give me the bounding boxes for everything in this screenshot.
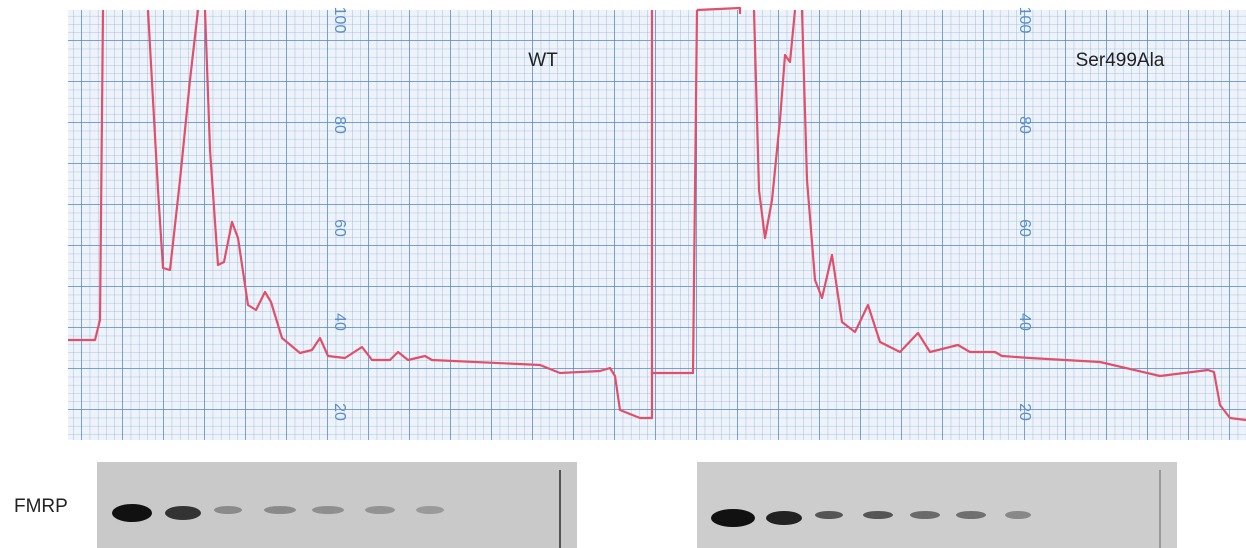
profile-trace [203, 9, 654, 420]
scale-label: 60 [331, 219, 348, 237]
chart-paper [68, 10, 1246, 440]
profile-trace [68, 9, 105, 342]
scale-label: 80 [331, 116, 348, 134]
scale-label: 20 [1016, 403, 1033, 421]
profile-trace [800, 9, 1246, 422]
blot [97, 462, 1177, 548]
profile-trace [752, 9, 797, 240]
condition-label: Ser499Ala [1076, 50, 1165, 71]
condition-label: WT [528, 50, 558, 71]
scale-label: 100 [331, 7, 348, 34]
profile-trace [696, 6, 742, 14]
profile-trace [652, 9, 699, 375]
scale-label: 80 [1016, 116, 1033, 134]
profile-trace [146, 9, 200, 272]
scale-label: 100 [1016, 7, 1033, 34]
scale-label: 20 [331, 403, 348, 421]
scale-label: 40 [331, 313, 348, 331]
scale-label: 40 [1016, 313, 1033, 331]
blot-label: FMRP [14, 496, 68, 517]
scale-labels: 100 80 60 40 20 100 80 60 40 20 [331, 7, 1033, 421]
scale-label: 60 [1016, 219, 1033, 237]
